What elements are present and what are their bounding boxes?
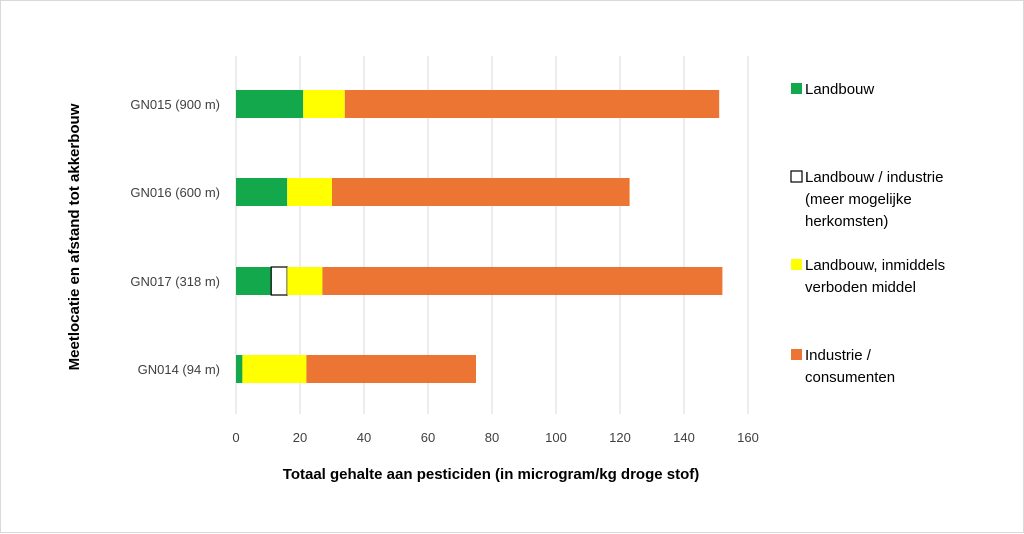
bar-segment xyxy=(242,355,307,383)
legend-label: Landbouw, inmiddels xyxy=(805,257,945,274)
legend-label: (meer mogelijke xyxy=(805,191,912,208)
x-tick-label: 0 xyxy=(232,430,239,445)
bar-segment xyxy=(332,178,630,206)
bar-segment xyxy=(270,266,288,296)
x-tick-label: 40 xyxy=(357,430,371,445)
legend-label: consumenten xyxy=(805,369,895,386)
bar-segment xyxy=(236,267,272,295)
legend-swatch xyxy=(791,259,802,270)
bar-segment xyxy=(236,90,304,118)
x-tick-label: 120 xyxy=(609,430,631,445)
y-tick-label: GN015 (900 m) xyxy=(130,97,220,112)
legend-label: herkomsten) xyxy=(805,213,888,230)
y-tick-label: GN016 (600 m) xyxy=(130,185,220,200)
bars xyxy=(236,90,723,383)
legend-swatch xyxy=(791,349,802,360)
bar-segment xyxy=(344,90,720,118)
bar-segment xyxy=(236,355,243,383)
x-tick-label: 140 xyxy=(673,430,695,445)
y-axis-title: Meetlocatie en afstand tot akkerbouw xyxy=(66,103,83,370)
x-tick-label: 80 xyxy=(485,430,499,445)
y-tick-label: GN017 (318 m) xyxy=(130,274,220,289)
legend-label: Industrie / xyxy=(805,347,872,364)
x-axis-title: Totaal gehalte aan pesticiden (in microg… xyxy=(283,466,699,483)
bar-segment xyxy=(303,90,345,118)
bar-segment xyxy=(306,355,476,383)
y-tick-label: GN014 (94 m) xyxy=(138,362,220,377)
legend-label: Landbouw / industrie xyxy=(805,169,943,186)
y-axis-ticks: GN015 (900 m) GN016 (600 m) GN017 (318 m) G… xyxy=(130,97,220,377)
x-tick-label: 160 xyxy=(737,430,759,445)
x-tick-label: 100 xyxy=(545,430,567,445)
bar-segment xyxy=(236,178,288,206)
bar-segment xyxy=(287,267,323,295)
bar-segment xyxy=(287,178,332,206)
x-axis-ticks: 0 20 40 60 80 100 120 140 160 xyxy=(232,430,758,445)
legend: Landbouw Landbouw / industrie (meer mogeli… xyxy=(790,81,945,386)
bar-segment xyxy=(322,267,723,295)
legend-swatch xyxy=(791,83,802,94)
x-tick-label: 60 xyxy=(421,430,435,445)
legend-swatch xyxy=(790,170,803,183)
legend-label: verboden middel xyxy=(805,279,916,296)
legend-label: Landbouw xyxy=(805,81,874,98)
x-tick-label: 20 xyxy=(293,430,307,445)
